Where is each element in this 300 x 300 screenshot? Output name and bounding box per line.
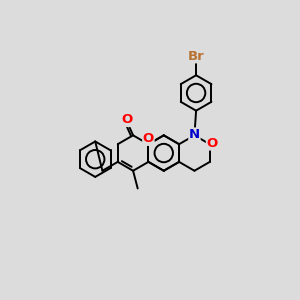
Text: O: O	[121, 113, 133, 126]
Text: Br: Br	[188, 50, 205, 63]
Text: O: O	[143, 132, 154, 145]
Text: N: N	[189, 128, 200, 141]
Text: O: O	[206, 137, 218, 150]
